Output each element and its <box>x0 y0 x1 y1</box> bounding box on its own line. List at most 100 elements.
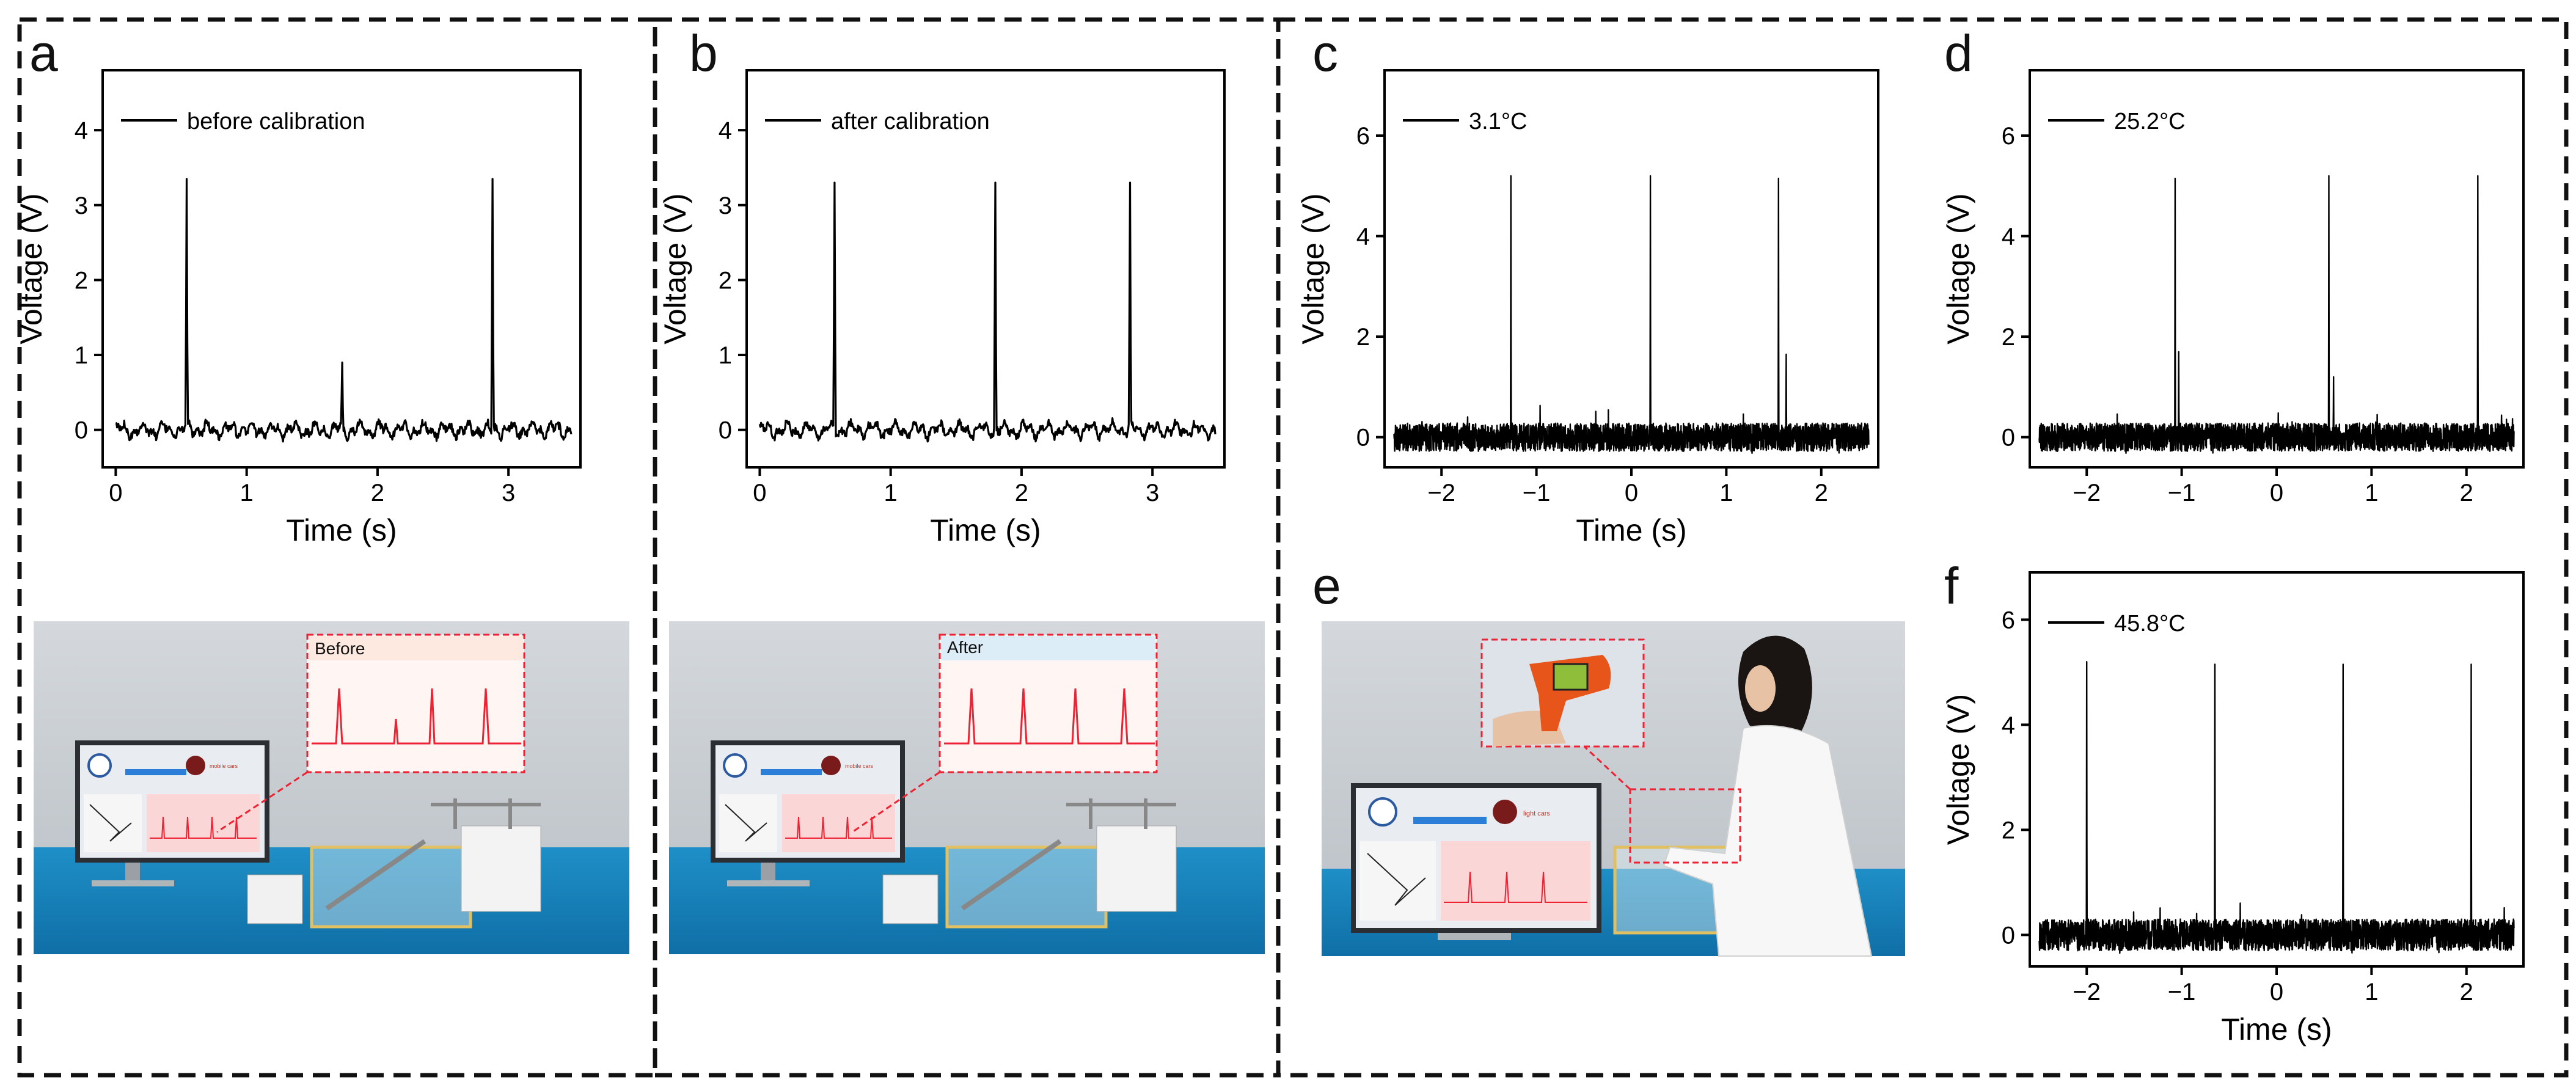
stage-white-box <box>1096 825 1177 912</box>
chart-b-xtick-label: 3 <box>1146 480 1159 506</box>
frame-cdef <box>1276 17 2569 1078</box>
screen-red-dot <box>186 756 205 775</box>
screen-signal-area <box>782 794 895 852</box>
screen-logo <box>723 753 747 778</box>
device-box-left <box>882 874 939 924</box>
chart-b-ytick-label: 0 <box>719 417 732 444</box>
chart-c-xtick-label: −2 <box>1427 480 1455 506</box>
chart-a-series-line <box>115 178 573 443</box>
screen-sketch <box>725 804 767 842</box>
screen-signal-area <box>147 794 260 852</box>
screen-sketch-area <box>84 794 142 852</box>
chart-a-xtick-label: 2 <box>371 480 384 506</box>
dashed-panel-frames <box>17 17 2569 1078</box>
chart-d-xtick-label: −2 <box>2073 480 2101 506</box>
chart-c-ytick-label: 0 <box>1356 425 1370 451</box>
chart-a-legend-label: before calibration <box>187 109 365 134</box>
chart-f-xtick-label: −2 <box>2073 979 2101 1006</box>
chart-d-legend-label: 25.2°C <box>2114 109 2186 134</box>
panel-letter-f: f <box>1944 557 1959 615</box>
chart-f-ytick-label: 0 <box>2002 922 2015 949</box>
chart-d-25-2-degrees: −2 −1 0 1 2 0 2 4 6 Voltage (V) 25.2°C <box>1941 69 2525 506</box>
thermometer-gun <box>1529 655 1611 731</box>
chart-b-xtick-label: 0 <box>753 480 766 506</box>
chart-a-xtick-label: 1 <box>240 480 254 506</box>
thermometer-display <box>1553 663 1589 691</box>
chart-f-series-line <box>2038 661 2515 954</box>
chart-a-xlabel: Time (s) <box>286 513 397 547</box>
monitor-base <box>92 880 174 886</box>
chart-f-xtick-label: −1 <box>2168 979 2196 1006</box>
panel-letter-c: c <box>1312 24 1338 82</box>
chart-b-xlabel: Time (s) <box>930 513 1041 547</box>
stage-white-box <box>461 825 541 912</box>
screen-sketch-area <box>719 794 777 852</box>
chart-c-plot-frame <box>1383 69 1879 469</box>
inset-trace-after <box>944 688 1155 745</box>
screen-signal <box>1444 871 1587 903</box>
chart-d-ytick-label: 4 <box>2002 224 2015 250</box>
callout-box-e <box>1629 788 1741 864</box>
chart-f-ylabel: Voltage (V) <box>1941 694 1975 845</box>
chart-c-xtick-label: −1 <box>1523 480 1551 506</box>
chart-d-ylabel: Voltage (V) <box>1941 193 1975 344</box>
chart-c-xlabel: Time (s) <box>1576 513 1686 547</box>
chart-d-ytick-label: 6 <box>2002 123 2015 150</box>
screen-logo <box>87 753 112 778</box>
chart-b-ylabel: Voltage (V) <box>658 193 692 344</box>
screen-bar <box>125 769 186 775</box>
chart-c-xtick-label: 2 <box>1815 480 1828 506</box>
chart-f-45-8-degrees: −2 −1 0 1 2 0 2 4 6 Time (s) Voltage (V) 45.8°C <box>1941 571 2525 1046</box>
chart-f-plot-frame <box>2029 571 2525 968</box>
chart-c-legend-label: 3.1°C <box>1469 109 1527 134</box>
panel-letter-d: d <box>1944 24 1973 82</box>
screen-logo <box>1368 797 1397 827</box>
screen-label: mobile cars <box>210 763 238 769</box>
photo-temperature-test: light cars <box>1322 621 1905 957</box>
chart-c-series-line <box>1393 175 1870 455</box>
frame-b <box>653 17 1281 1078</box>
chart-f-ytick-label: 2 <box>2002 817 2015 844</box>
panel-letter-e: e <box>1312 557 1341 615</box>
screen-label: light cars <box>1523 810 1551 817</box>
probe-rod <box>961 839 1062 911</box>
chart-b-series-line <box>758 181 1217 443</box>
chart-f-xlabel: Time (s) <box>2221 1012 2332 1046</box>
chart-a-ytick-label: 2 <box>75 267 88 294</box>
chart-a-xtick-label: 3 <box>502 480 515 506</box>
screen-label: mobile cars <box>845 763 874 769</box>
screen-sketch <box>1367 853 1426 906</box>
screen-signal-area <box>1441 841 1590 921</box>
chart-c-ytick-label: 4 <box>1356 224 1370 250</box>
chart-a-before-calibration: 0 1 2 3 0 1 2 3 4 Time (s) Voltage (V) before calib… <box>14 69 582 547</box>
chart-d-plot-frame <box>2029 69 2525 469</box>
photo-before-calibration: mobile cars Before <box>34 621 629 954</box>
chart-b-plot-frame <box>745 69 1226 469</box>
chart-a-xtick-label: 0 <box>109 480 122 506</box>
panel-letters: a b c d e f <box>29 24 1973 615</box>
stage-rig <box>431 798 541 829</box>
monitor-base <box>1438 933 1511 940</box>
inset-title-bar <box>941 636 1155 660</box>
chart-d-xtick-label: −1 <box>2168 480 2196 506</box>
chart-f-ytick-label: 4 <box>2002 712 2015 739</box>
person-face <box>1745 665 1776 712</box>
chart-c-ylabel: Voltage (V) <box>1296 193 1330 344</box>
chart-d-series-line <box>2038 175 2515 455</box>
chart-d-xtick-label: 2 <box>2460 480 2473 506</box>
inset-title-before: Before <box>315 639 365 658</box>
screen-sketch <box>89 804 132 842</box>
chart-d-xtick-label: 0 <box>2270 480 2283 506</box>
chart-a-ylabel: Voltage (V) <box>14 193 48 344</box>
chart-b-xtick-label: 2 <box>1015 480 1028 506</box>
screen-red-dot <box>821 756 841 775</box>
callout-line-e <box>1583 745 1631 790</box>
chart-b-ytick-label: 2 <box>719 267 732 294</box>
screen-bar <box>1413 817 1487 824</box>
glass-tank <box>945 845 1108 929</box>
chart-d-ytick-label: 0 <box>2002 425 2015 451</box>
chart-b-ytick-label: 4 <box>719 117 732 144</box>
stage-rig <box>1066 798 1176 829</box>
chart-f-ytick-label: 6 <box>2002 607 2015 633</box>
chart-b-xtick-label: 1 <box>884 480 898 506</box>
